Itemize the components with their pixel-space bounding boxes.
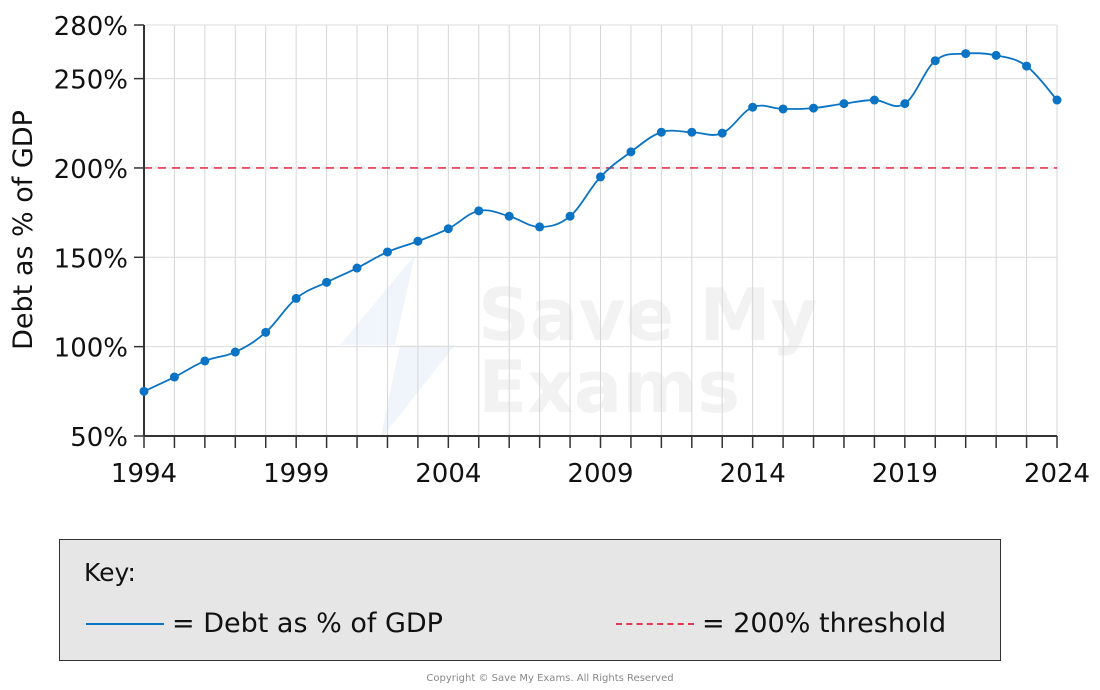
data-point <box>1022 61 1032 71</box>
data-point <box>961 49 971 59</box>
data-point <box>596 172 605 182</box>
y-tick-label: 280% <box>54 12 128 42</box>
y-tick-label: 150% <box>54 244 128 274</box>
data-point <box>474 206 484 216</box>
y-tick-label: 100% <box>54 334 128 364</box>
data-point <box>169 372 179 382</box>
data-point <box>443 224 453 234</box>
y-tick-label: 250% <box>54 66 128 96</box>
legend-key: Key: = Debt as % of GDP = 200% threshold <box>59 539 1001 661</box>
data-point <box>748 102 758 112</box>
data-point <box>869 95 879 105</box>
data-point <box>930 56 940 66</box>
svg-text:Exams: Exams <box>478 345 740 429</box>
data-point <box>839 99 849 109</box>
data-point <box>382 247 392 257</box>
x-tick-label: 2014 <box>720 459 786 489</box>
data-point <box>352 263 362 273</box>
y-tick-label: 50% <box>70 423 128 453</box>
y-tick-label: 200% <box>54 155 128 185</box>
svg-text:Save My: Save My <box>478 273 818 357</box>
data-point <box>322 277 332 287</box>
x-tick-label: 1994 <box>111 459 177 489</box>
series-layer <box>139 49 1062 396</box>
data-point <box>504 211 514 221</box>
legend-label-threshold: = 200% threshold <box>702 608 947 639</box>
x-tick-label: 2004 <box>415 459 481 489</box>
data-point <box>687 127 697 137</box>
watermark-logo: Save My Exams <box>340 255 818 440</box>
x-tick-label: 1999 <box>263 459 329 489</box>
x-tick-label: 2024 <box>1024 459 1090 489</box>
data-point <box>809 103 819 113</box>
legend-item-debt: = Debt as % of GDP <box>86 608 443 639</box>
data-point <box>139 386 149 396</box>
legend-item-threshold: = 200% threshold <box>616 608 946 639</box>
y-axis-label: Debt as % of GDP <box>8 110 39 350</box>
dashed-line-swatch <box>616 622 694 625</box>
data-point <box>565 211 575 221</box>
debt-chart: Save My Exams 50% 100% 150% 200% 250% 280% 199… <box>8 12 1090 489</box>
key-title: Key: <box>84 558 136 587</box>
x-tick-label: 2019 <box>872 459 938 489</box>
data-point <box>261 327 271 337</box>
data-point <box>413 236 423 246</box>
data-point <box>656 127 666 137</box>
copyright-text: Copyright © Save My Exams. All Rights Re… <box>426 673 674 684</box>
data-point <box>291 293 301 303</box>
data-point <box>200 356 210 366</box>
solid-line-swatch <box>86 622 164 625</box>
data-point <box>778 104 788 114</box>
axes <box>134 24 1058 448</box>
data-point <box>1052 95 1062 105</box>
data-point <box>900 99 910 109</box>
grid <box>143 24 1058 437</box>
data-point <box>717 128 727 138</box>
x-tick-label: 2009 <box>567 459 633 489</box>
legend-label-debt: = Debt as % of GDP <box>172 608 443 639</box>
data-point <box>991 50 1001 60</box>
tick-labels: 50% 100% 150% 200% 250% 280% 1994 1999 2004 2009 2… <box>54 12 1090 489</box>
data-point <box>230 347 240 357</box>
data-point <box>535 222 545 232</box>
data-point <box>626 147 636 157</box>
